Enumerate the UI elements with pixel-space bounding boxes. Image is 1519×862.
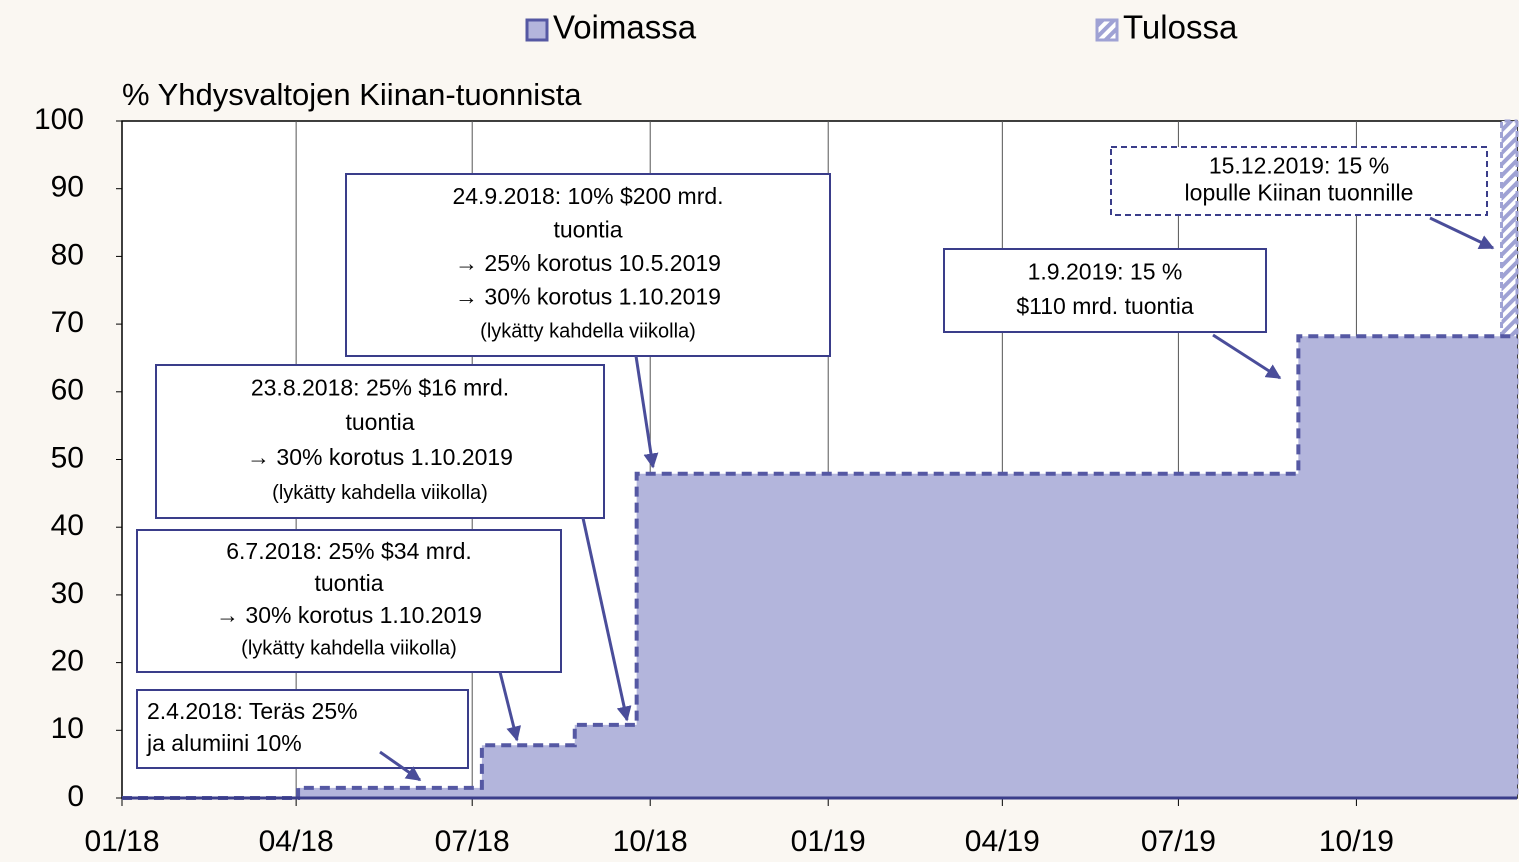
annotation-arrow xyxy=(498,671,522,742)
annotation-text: 23.8.2018: 25% $16 mrd. xyxy=(251,374,509,400)
x-tick-label: 04/19 xyxy=(965,825,1040,858)
legend-label: Tulossa xyxy=(1123,9,1238,46)
legend-swatch xyxy=(1095,18,1119,42)
x-tick-label: 10/18 xyxy=(613,825,688,858)
y-tick-label: 60 xyxy=(51,374,84,407)
annotation-text: (lykätty kahdella viikolla) xyxy=(272,482,488,504)
annotation-text: → 30% korotus 1.10.2019 xyxy=(247,444,513,470)
annotation-box xyxy=(943,248,1267,333)
annotation-arrow xyxy=(379,750,422,782)
annotation-text: 15.12.2019: 15 % xyxy=(1209,153,1389,179)
annotation-text: (lykätty kahdella viikolla) xyxy=(480,320,696,342)
y-tick-label: 10 xyxy=(51,712,84,745)
x-tick-label: 01/18 xyxy=(84,825,159,858)
y-tick-label: 20 xyxy=(51,645,84,678)
annotation-text: → 30% korotus 1.10.2019 xyxy=(455,284,721,310)
x-tick-label: 10/19 xyxy=(1319,825,1394,858)
annotation-text: 2.4.2018: Teräs 25% xyxy=(147,698,358,724)
x-tick-label: 01/19 xyxy=(791,825,866,858)
annotation-text: tuontia xyxy=(345,409,414,435)
step-line xyxy=(122,334,1517,800)
annotation-text: ja alumiini 10% xyxy=(146,730,302,756)
annotation-box xyxy=(1110,146,1488,216)
y-tick-label: 30 xyxy=(51,577,84,610)
annotation-text: 6.7.2018: 25% $34 mrd. xyxy=(226,538,472,564)
annotation-box xyxy=(155,364,605,519)
annotation-text: 24.9.2018: 10% $200 mrd. xyxy=(452,183,723,209)
area xyxy=(122,336,1517,798)
annotation-box xyxy=(345,173,831,357)
annotation-arrow xyxy=(1212,333,1282,380)
x-tick-label: 07/19 xyxy=(1141,825,1216,858)
y-tick-label: 40 xyxy=(51,509,84,542)
annotation-text: 1.9.2019: 15 % xyxy=(1028,258,1183,284)
y-tick-label: 90 xyxy=(51,171,84,204)
annotation-text: tuontia xyxy=(553,216,622,242)
annotation-arrow xyxy=(1429,216,1495,250)
annotation-arrow xyxy=(581,517,632,722)
y-tick-label: 80 xyxy=(51,238,84,271)
y-tick-label: 70 xyxy=(51,306,84,339)
annotation-box xyxy=(136,689,469,769)
annotation-text: tuontia xyxy=(314,570,383,596)
annotation-text: → 30% korotus 1.10.2019 xyxy=(216,602,482,628)
annotation-box xyxy=(136,529,562,673)
annotation-arrow xyxy=(634,355,659,469)
y-tick-label: 100 xyxy=(34,103,84,136)
y-axis-label: % Yhdysvaltojen Kiinan-tuonnista xyxy=(122,77,582,112)
y-tick-label: 0 xyxy=(67,780,84,813)
annotation-text: (lykätty kahdella viikolla) xyxy=(241,637,457,659)
x-tick-label: 04/18 xyxy=(259,825,334,858)
y-tick-label: 50 xyxy=(51,441,84,474)
x-tick-label: 07/18 xyxy=(435,825,510,858)
annotation-text: lopulle Kiinan tuonnille xyxy=(1185,180,1414,206)
annotation-text: $110 mrd. tuontia xyxy=(1016,293,1194,319)
annotation-text: → 25% korotus 10.5.2019 xyxy=(455,250,721,276)
legend-swatch xyxy=(525,18,549,42)
legend-label: Voimassa xyxy=(553,9,697,46)
